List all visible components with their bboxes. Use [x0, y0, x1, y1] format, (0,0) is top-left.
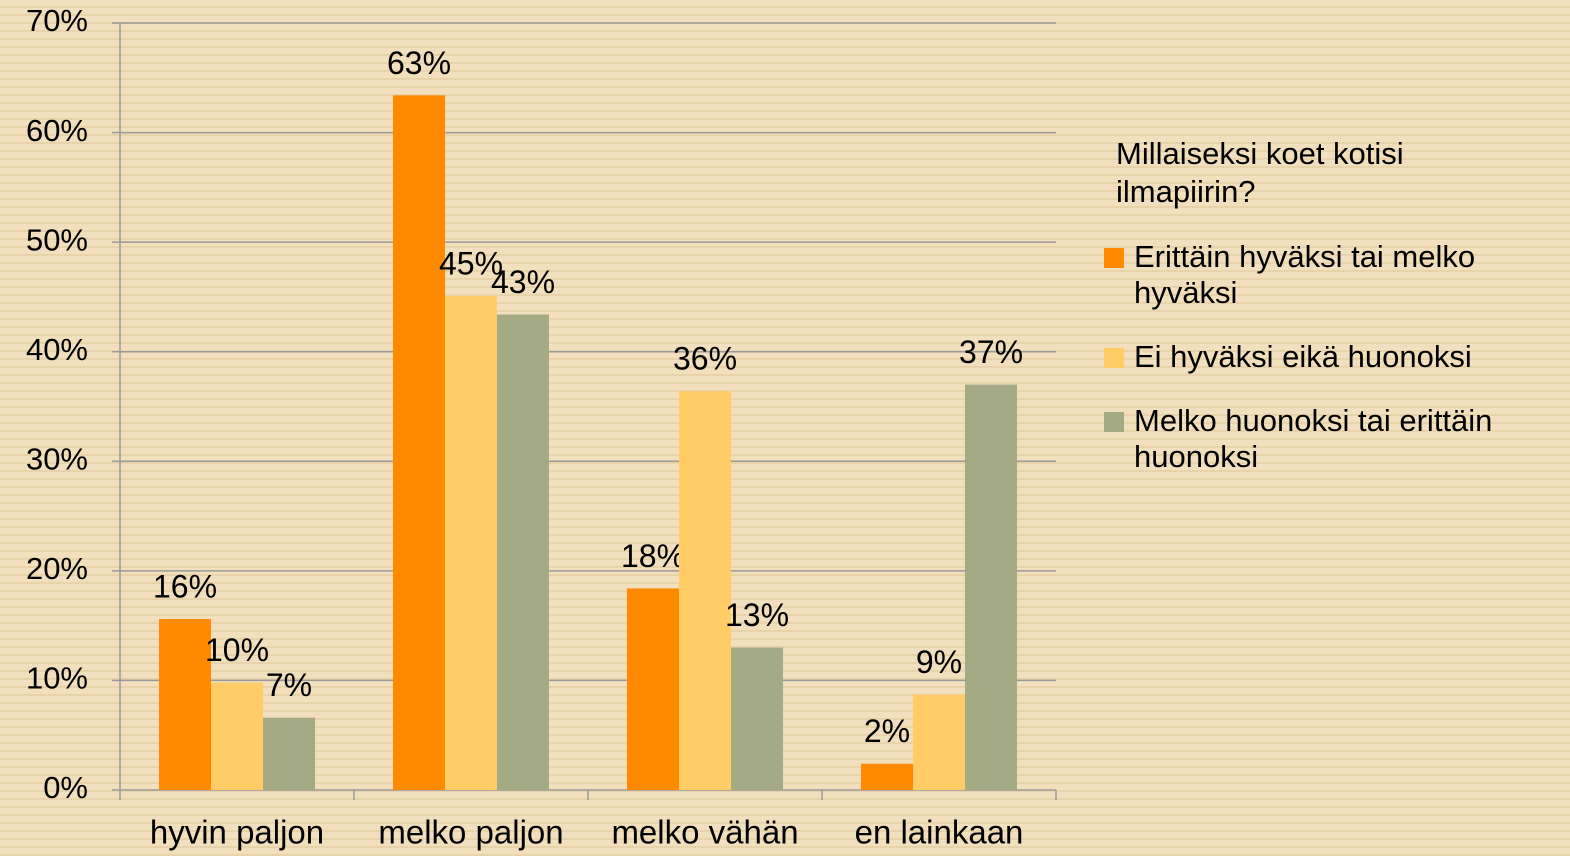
legend-item: Melko huonoksi tai erittäin huonoksi [1100, 403, 1565, 475]
legend: Millaiseksi koet kotisi ilmapiirin? Erit… [1100, 135, 1565, 503]
data-label: 9% [916, 644, 962, 680]
bar [263, 717, 315, 790]
data-label: 63% [387, 45, 451, 81]
legend-title: Millaiseksi koet kotisi ilmapiirin? [1116, 136, 1404, 209]
bar [497, 314, 549, 790]
x-tick-label: en lainkaan [855, 814, 1024, 851]
legend-item: Ei hyväksi eikä huonoksi [1100, 339, 1565, 375]
legend-label: Ei hyväksi eikä huonoksi [1134, 339, 1472, 374]
y-tick-label: 30% [26, 441, 88, 476]
data-label: 10% [205, 632, 269, 668]
y-tick-label: 20% [26, 551, 88, 586]
legend-swatch [1104, 412, 1124, 432]
legend-swatch [1104, 348, 1124, 368]
bar [445, 295, 497, 790]
bar [627, 588, 679, 790]
y-tick-label: 60% [26, 113, 88, 148]
data-label: 13% [725, 597, 789, 633]
x-tick-label: hyvin paljon [150, 814, 324, 851]
bar [861, 763, 913, 790]
bar [731, 647, 783, 790]
legend-swatch [1104, 248, 1124, 268]
bar [965, 384, 1017, 790]
data-label: 2% [864, 713, 910, 749]
bar [159, 619, 211, 790]
data-label: 7% [266, 667, 312, 703]
data-label: 16% [153, 569, 217, 605]
legend-label: Melko huonoksi tai erittäin huonoksi [1134, 403, 1493, 474]
y-tick-label: 70% [26, 3, 88, 38]
x-tick-label: melko vähän [611, 814, 798, 851]
data-label: 43% [491, 264, 555, 300]
bar [393, 95, 445, 791]
x-tick-label: melko paljon [378, 814, 563, 851]
data-label: 37% [959, 334, 1023, 370]
y-tick-label: 10% [26, 661, 88, 696]
bar [211, 682, 263, 790]
y-tick-label: 50% [26, 222, 88, 257]
y-tick-label: 40% [26, 332, 88, 367]
bar [679, 391, 731, 790]
data-label: 36% [673, 341, 737, 377]
legend-item: Erittäin hyväksi tai melko hyväksi [1100, 239, 1565, 311]
legend-label: Erittäin hyväksi tai melko hyväksi [1134, 239, 1476, 310]
y-tick-label: 0% [43, 770, 88, 805]
data-label: 45% [439, 245, 503, 281]
bar [913, 694, 965, 790]
data-label: 18% [621, 538, 685, 574]
